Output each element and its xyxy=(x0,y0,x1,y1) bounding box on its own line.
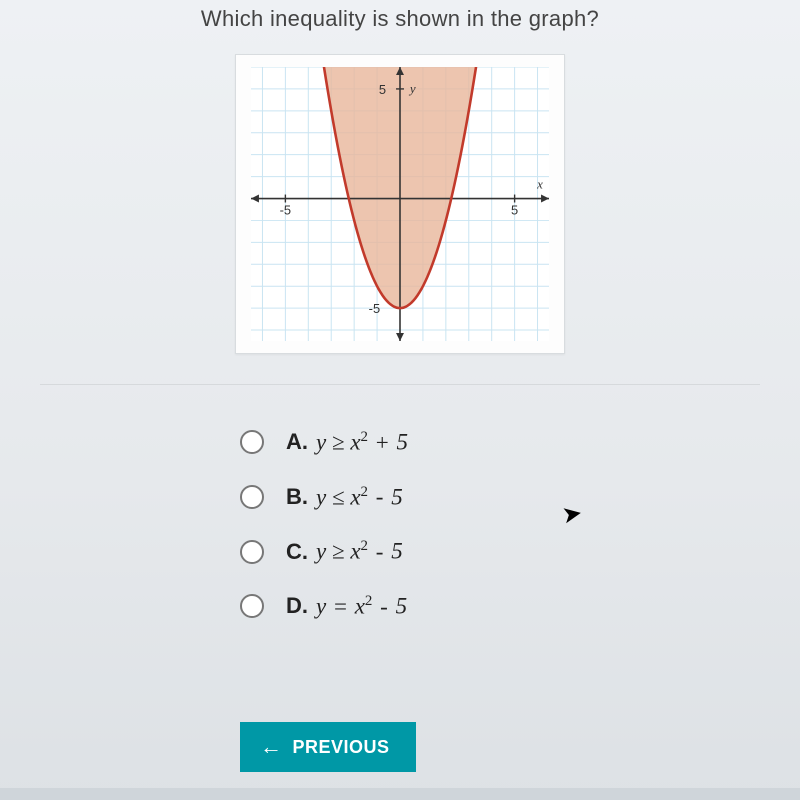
choice-expr: y ≥ x2 - 5 xyxy=(316,538,403,565)
previous-label: PREVIOUS xyxy=(293,737,390,758)
svg-text:5: 5 xyxy=(511,202,518,217)
svg-text:-5: -5 xyxy=(280,202,291,217)
graph-plot: y 5 -5 x 5 -5 xyxy=(251,67,549,341)
arrow-left-icon: ← xyxy=(260,736,283,758)
svg-text:y: y xyxy=(408,82,416,96)
choice-b[interactable]: B. y ≤ x2 - 5 xyxy=(240,484,800,511)
choice-c[interactable]: C. y ≥ x2 - 5 xyxy=(240,538,800,565)
choice-label: C. xyxy=(286,539,308,565)
choice-label: B. xyxy=(286,484,308,510)
footer-bar xyxy=(0,788,800,800)
radio-c[interactable] xyxy=(240,540,264,564)
choice-label: A. xyxy=(286,429,308,455)
choice-label: D. xyxy=(286,593,308,619)
choice-a[interactable]: A. y ≥ x2 + 5 xyxy=(240,429,800,456)
svg-text:-5: -5 xyxy=(369,301,380,316)
answer-options: A. y ≥ x2 + 5 B. y ≤ x2 - 5 C. y ≥ x2 - … xyxy=(240,429,800,620)
quiz-page: Which inequality is shown in the graph? … xyxy=(0,0,800,800)
choice-expr: y ≥ x2 + 5 xyxy=(316,429,408,456)
graph-card: y 5 -5 x 5 -5 xyxy=(235,54,565,354)
svg-text:x: x xyxy=(536,178,543,192)
radio-b[interactable] xyxy=(240,485,264,509)
divider xyxy=(40,384,760,385)
radio-a[interactable] xyxy=(240,430,264,454)
choice-expr: y = x2 - 5 xyxy=(316,593,407,620)
question-title: Which inequality is shown in the graph? xyxy=(0,0,800,32)
previous-button[interactable]: ← PREVIOUS xyxy=(240,722,416,772)
choice-d[interactable]: D. y = x2 - 5 xyxy=(240,593,800,620)
svg-text:5: 5 xyxy=(379,82,386,97)
radio-d[interactable] xyxy=(240,594,264,618)
choice-expr: y ≤ x2 - 5 xyxy=(316,484,403,511)
